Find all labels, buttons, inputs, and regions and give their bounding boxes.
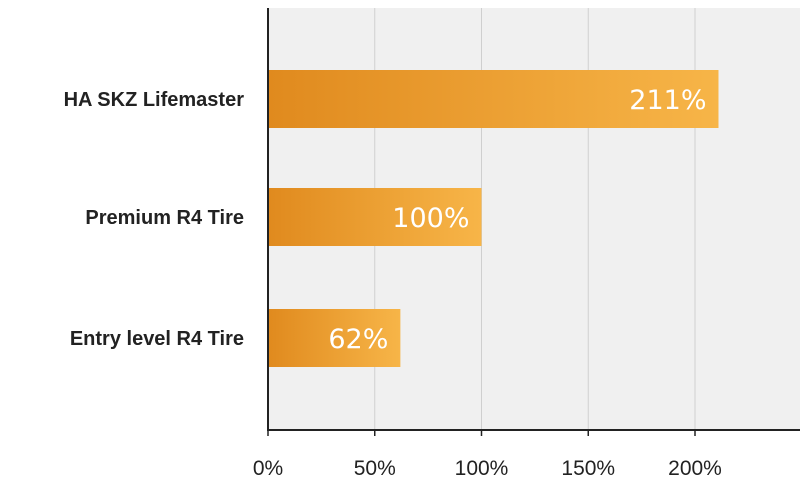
x-tick-label: 100%: [455, 457, 509, 480]
bar: [268, 309, 401, 367]
x-tick-label: 0%: [253, 457, 283, 480]
axes: [267, 8, 800, 436]
bar: [268, 70, 719, 128]
bar: [268, 188, 482, 246]
category-label: HA SKZ Lifemaster: [64, 89, 245, 111]
x-tick-label: 200%: [668, 457, 722, 480]
bar-value-label: 62%: [328, 324, 388, 355]
bar-value-label: 211%: [629, 85, 706, 116]
category-label: Entry level R4 Tire: [70, 328, 244, 350]
bar-value-label: 100%: [392, 203, 469, 234]
bars: [268, 70, 719, 367]
labels: 0% 50% 100% 150% 200% 211% HA SKZ Lifemaster 10…: [64, 85, 722, 480]
x-tick-label: 150%: [561, 457, 615, 480]
x-tick-label: 50%: [354, 457, 396, 480]
category-label: Premium R4 Tire: [85, 207, 244, 229]
